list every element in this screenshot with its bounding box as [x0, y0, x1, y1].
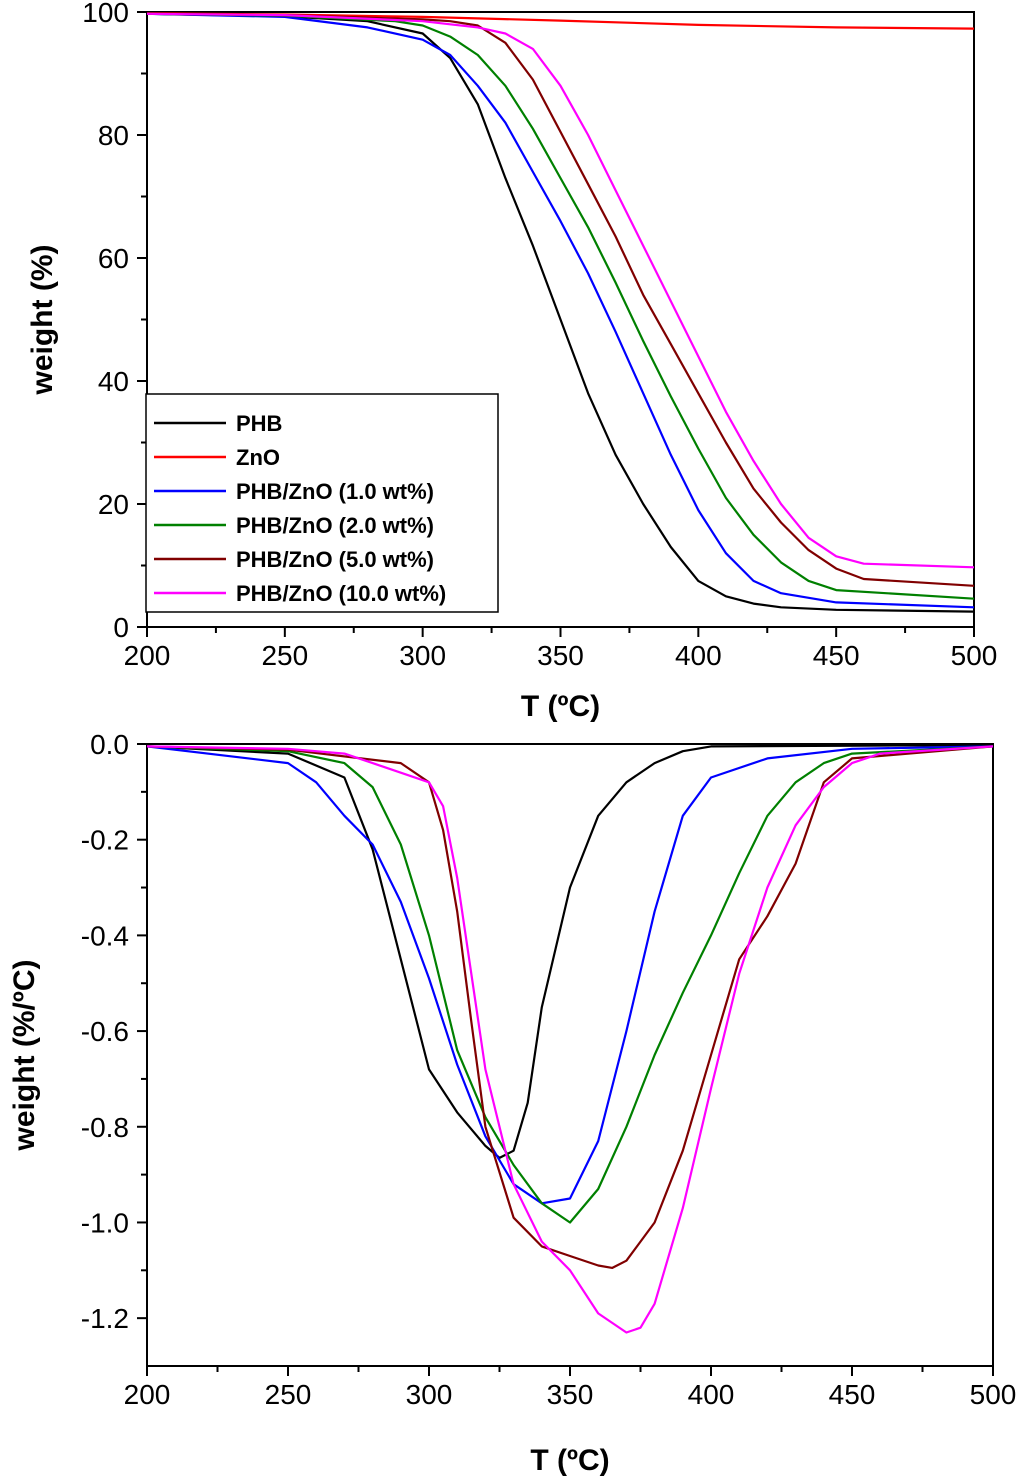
x-tick-label: 200 — [124, 640, 171, 671]
y-tick-label: -1.0 — [81, 1207, 129, 1238]
y-axis-title: weight (%) — [26, 245, 59, 396]
x-tick-label: 300 — [399, 640, 446, 671]
x-axis-title: T (ºC) — [521, 690, 600, 723]
dtg-chart: 200 250 300 350 400 450 500 0.0 -0.2 -0.4 -0.6 -0.8… — [8, 729, 1016, 1477]
y-tick-label: 80 — [98, 120, 129, 151]
x-tick-label: 400 — [688, 1379, 735, 1410]
y-tick-label: 40 — [98, 366, 129, 397]
plot-frame — [146, 743, 994, 1367]
series-line-phb-zno-5-0-wt — [147, 745, 993, 1269]
legend-label-phb-zno-10-0-wt: PHB/ZnO (10.0 wt%) — [236, 581, 446, 606]
y-tick-label: -0.4 — [81, 920, 129, 951]
x-tick-label: 350 — [537, 640, 584, 671]
series-line-phb — [147, 744, 993, 1159]
x-tick-label: 450 — [829, 1379, 876, 1410]
series-line-phb-zno-2-0-wt — [147, 12, 974, 600]
y-tick-label: -0.2 — [81, 825, 129, 856]
series-line-phb-zno-5-0-wt — [147, 12, 974, 587]
series-group — [147, 744, 993, 1334]
series-line-phb — [147, 12, 974, 613]
x-tick-label: 350 — [547, 1379, 594, 1410]
x-tick-label: 500 — [970, 1379, 1017, 1410]
tga-chart: 200 250 300 350 400 450 500 0 20 40 60 80 100 T (ºC) w… — [26, 0, 997, 723]
x-tick-label: 250 — [265, 1379, 312, 1410]
series-line-phb-zno-1-0-wt — [147, 745, 993, 1205]
series-line-phb-zno-10-0-wt — [147, 12, 974, 569]
x-tick-label: 200 — [124, 1379, 171, 1410]
x-tick-label: 450 — [813, 640, 860, 671]
series-group — [147, 12, 974, 613]
series-line-phb-zno-10-0-wt — [147, 745, 993, 1334]
y-axis-title: weight (%/ºC) — [8, 960, 41, 1152]
y-tick-label: 60 — [98, 243, 129, 274]
legend-label-phb-zno-1-0-wt: PHB/ZnO (1.0 wt%) — [236, 479, 434, 504]
legend-label-phb-zno-5-0-wt: PHB/ZnO (5.0 wt%) — [236, 547, 434, 572]
series-line-phb-zno-2-0-wt — [147, 745, 993, 1224]
legend-label-phb-zno-2-0-wt: PHB/ZnO (2.0 wt%) — [236, 513, 434, 538]
series-line-phb-zno-1-0-wt — [147, 12, 974, 609]
y-tick-label: -1.2 — [81, 1303, 129, 1334]
x-axis-title: T (ºC) — [530, 1444, 609, 1477]
y-tick-label: 20 — [98, 489, 129, 520]
y-tick-label: 0 — [113, 612, 129, 643]
y-tick-label: 100 — [82, 0, 129, 28]
y-tick-label: -0.8 — [81, 1112, 129, 1143]
legend-label-zno: ZnO — [236, 445, 280, 470]
x-tick-label: 500 — [951, 640, 998, 671]
y-tick-label: -0.6 — [81, 1016, 129, 1047]
x-tick-label: 250 — [261, 640, 308, 671]
legend-box — [145, 393, 499, 613]
legend-label-phb: PHB — [236, 411, 282, 436]
x-tick-label: 300 — [406, 1379, 453, 1410]
y-tick-label: 0.0 — [90, 729, 129, 760]
x-tick-label: 400 — [675, 640, 722, 671]
